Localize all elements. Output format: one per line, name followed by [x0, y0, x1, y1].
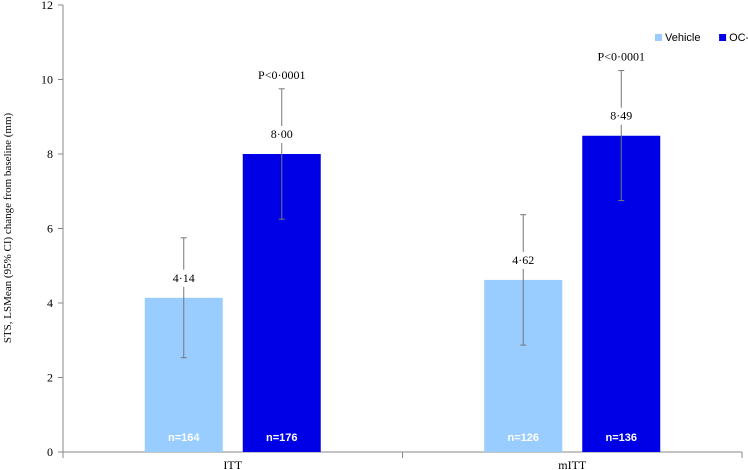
- n-label: n=126: [508, 432, 540, 444]
- p-value-annotation: P<0·0001: [598, 50, 645, 64]
- y-tick-label: 6: [47, 222, 53, 236]
- x-tick-label-itt: ITT: [223, 458, 242, 470]
- y-axis-title: STS, LSMean (95% CI) change from baselin…: [2, 113, 14, 344]
- y-tick-label: 0: [47, 445, 53, 459]
- legend: Vehicle OC-01: [655, 32, 748, 44]
- legend-swatch-oc-01: [719, 34, 727, 41]
- legend-label-vehicle: Vehicle: [665, 32, 700, 44]
- legend-label-oc-01: OC-01: [729, 32, 748, 44]
- y-tick-label: 2: [47, 371, 53, 385]
- value-label: 4·14: [173, 271, 195, 285]
- y-axis: 0 2 4 6 8 10 12: [41, 0, 64, 459]
- y-tick-label: 12: [41, 0, 53, 12]
- legend-swatch-vehicle: [655, 34, 662, 41]
- n-label: n=176: [266, 432, 298, 444]
- y-tick-label: 10: [41, 73, 53, 87]
- x-tick-label-mitt: mITT: [558, 458, 587, 470]
- value-label: 8·49: [610, 109, 632, 123]
- value-label: 8·00: [271, 127, 293, 141]
- y-tick-label: 4: [47, 296, 53, 310]
- n-label: n=136: [606, 432, 638, 444]
- labels: 4·14 n=164 8·00 n=176 P<0·0001 4·62 n=126 8·49 n…: [168, 50, 645, 444]
- y-tick-label: 8: [47, 147, 53, 161]
- bars: [144, 70, 661, 452]
- value-label: 4·62: [512, 253, 534, 267]
- n-label: n=164: [168, 432, 200, 444]
- p-value-annotation: P<0·0001: [258, 68, 305, 82]
- x-axis: ITT mITT: [62, 451, 743, 470]
